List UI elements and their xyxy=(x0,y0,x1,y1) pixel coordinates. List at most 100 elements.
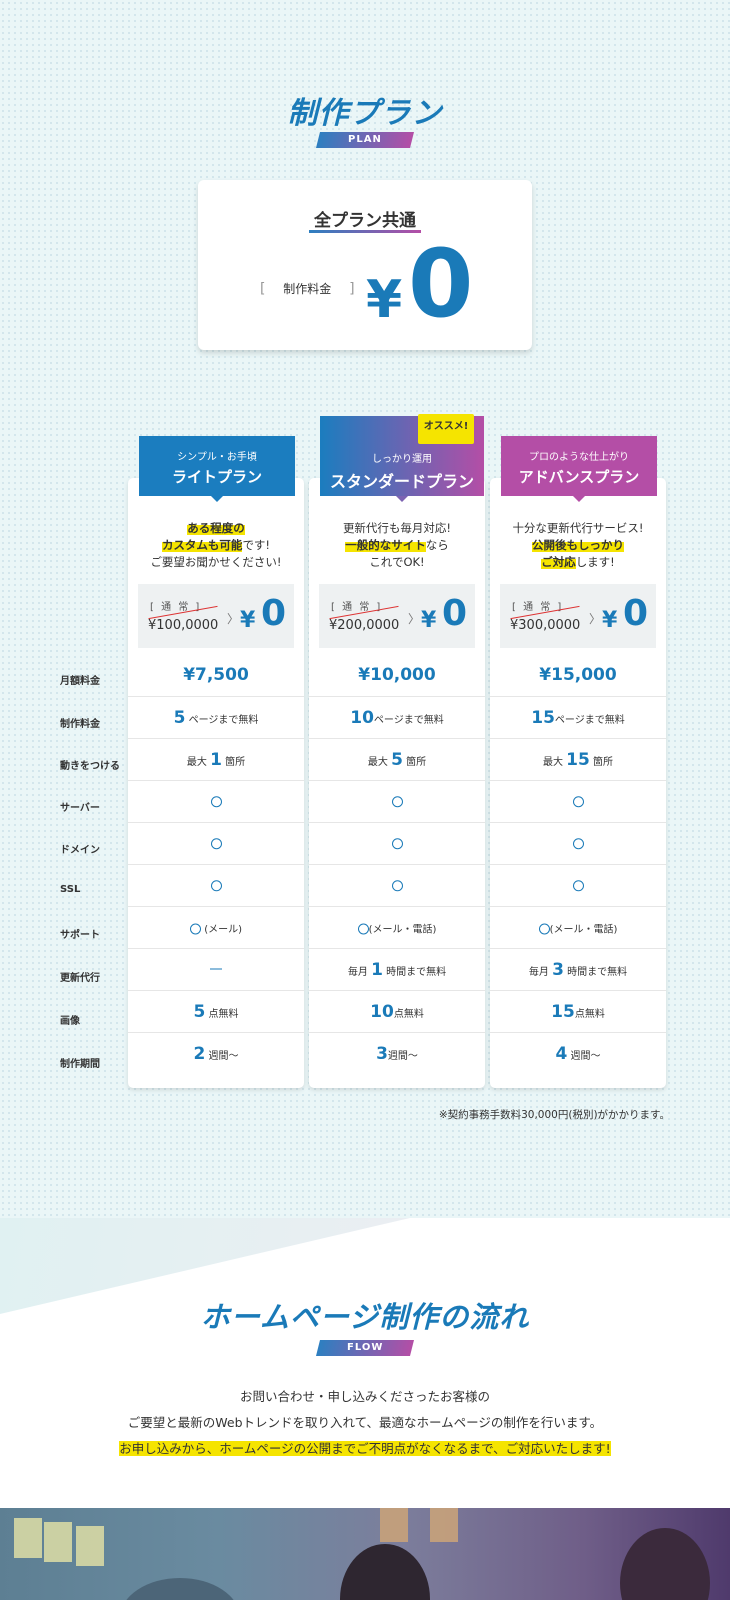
cell-domain xyxy=(490,822,666,864)
circle-icon xyxy=(391,879,403,891)
chevron-right-icon: 〉 xyxy=(408,612,421,626)
person-silhouette xyxy=(620,1528,710,1600)
cell-production: 10ページまで無料 xyxy=(309,696,485,738)
flow-line-2: ご要望と最新のWebトレンドを取り入れて、最適なホームページの制作を行います。 xyxy=(127,1415,603,1430)
circle-icon xyxy=(391,795,403,807)
plan-header-advance: プロのような仕上がり アドバンスプラン xyxy=(501,436,657,496)
cell-domain xyxy=(309,822,485,864)
cell-monthly: ¥10,000 xyxy=(358,665,436,685)
circle-icon xyxy=(357,923,369,935)
plan-section-tag: PLAN xyxy=(316,132,414,148)
row-label-monthly: 月額料金 xyxy=(60,676,100,687)
cell-images: 10点無料 xyxy=(309,990,485,1032)
cell-monthly: ¥15,000 xyxy=(539,665,617,685)
circle-icon xyxy=(572,837,584,849)
plan-header-arrow xyxy=(573,496,585,502)
cell-server xyxy=(490,780,666,822)
cell-production: 5 ページまで無料 xyxy=(128,696,304,738)
cell-ssl xyxy=(490,864,666,906)
row-label-domain: ドメイン xyxy=(60,845,100,856)
cell-update: 毎月 3 時間まで無料 xyxy=(490,948,666,990)
normal-price-box: [ 通 常 ] ¥100,0000 〉 ¥ 0 xyxy=(138,584,294,648)
row-label-period: 制作期間 xyxy=(60,1059,100,1070)
person-silhouette xyxy=(340,1544,430,1600)
plan-card-advance: 十分な更新代行サービス! 公開後もしっかり ご対応します! [ 通 常 ] ¥3… xyxy=(490,478,666,1088)
dash-icon xyxy=(210,968,222,970)
plan-section: 制作プラン PLAN 全プラン共通 [ 制作料金 ] ¥ 0 月額料金 制作料金… xyxy=(0,0,730,1218)
flow-line-1: お問い合わせ・申し込みくださったお客様の xyxy=(239,1389,490,1404)
cell-support: (メール) xyxy=(128,906,304,948)
circle-icon xyxy=(190,923,201,935)
cell-production: 15ページまで無料 xyxy=(490,696,666,738)
row-label-support: サポート xyxy=(60,930,100,941)
team-photo xyxy=(0,1508,730,1600)
cell-support: (メール・電話) xyxy=(490,906,666,948)
cell-monthly: ¥7,500 xyxy=(183,665,249,685)
chevron-right-icon: 〉 xyxy=(589,612,602,626)
sticky-note xyxy=(380,1508,408,1542)
sticky-note xyxy=(76,1526,104,1566)
common-card-label: [ 制作料金 ] xyxy=(260,281,355,297)
row-label-update: 更新代行 xyxy=(60,973,100,984)
circle-icon xyxy=(210,879,222,891)
cell-motion: 最大 1 箇所 xyxy=(128,738,304,780)
circle-icon xyxy=(572,879,584,891)
plan-header-arrow xyxy=(396,496,408,502)
normal-price-box: [ 通 常 ] ¥200,0000 〉 ¥ 0 xyxy=(319,584,475,648)
normal-price: ¥200,0000 xyxy=(329,618,400,633)
common-price-card: 全プラン共通 [ 制作料金 ] ¥ 0 xyxy=(198,180,532,350)
cell-server xyxy=(128,780,304,822)
cell-ssl xyxy=(128,864,304,906)
cell-images: 5 点無料 xyxy=(128,990,304,1032)
row-label-images: 画像 xyxy=(60,1016,80,1027)
normal-price: ¥300,0000 xyxy=(510,618,581,633)
flow-section-tag: FLOW xyxy=(316,1340,414,1356)
flow-section-title: ホームページ制作の流れ xyxy=(200,1300,530,1334)
circle-icon xyxy=(538,923,550,935)
plan-card-light: ある程度の カスタムも可能です! ご要望お聞かせください! [ 通 常 ] ¥1… xyxy=(128,478,304,1088)
plan-section-title: 制作プラン xyxy=(287,96,443,131)
sticky-note xyxy=(14,1518,42,1558)
plan-desc: 十分な更新代行サービス! 公開後もしっかり ご対応します! xyxy=(512,521,644,569)
common-card-title: 全プラン共通 xyxy=(314,211,416,231)
plan-header-arrow xyxy=(211,496,223,502)
common-card-price: 0 xyxy=(408,230,474,339)
cell-period: 4 週間〜 xyxy=(490,1032,666,1074)
fee-note: ※契約事務手数料30,000円(税別)がかかります。 xyxy=(438,1109,670,1121)
plan-desc: ある程度の カスタムも可能です! ご要望お聞かせください! xyxy=(150,521,282,569)
row-label-server: サーバー xyxy=(60,803,100,814)
free-price: 0 xyxy=(623,593,649,634)
cell-domain xyxy=(128,822,304,864)
normal-price: ¥100,0000 xyxy=(148,618,219,633)
circle-icon xyxy=(572,795,584,807)
flow-section: ホームページ制作の流れ FLOW お問い合わせ・申し込みくださったお客様の ご要… xyxy=(0,1218,730,1508)
row-label-production: 制作料金 xyxy=(60,719,100,730)
cell-ssl xyxy=(309,864,485,906)
cell-period: 3週間〜 xyxy=(309,1032,485,1074)
cell-support: (メール・電話) xyxy=(309,906,485,948)
flow-line-3: お申し込みから、ホームページの公開までご不明点がなくなるまで、ご対応いたします! xyxy=(119,1441,611,1456)
row-label-ssl: SSL xyxy=(60,884,81,895)
recommend-badge: オススメ! xyxy=(418,414,474,444)
plan-card-standard: 更新代行も毎月対応! 一般的なサイトなら これでOK! [ 通 常 ] ¥200… xyxy=(309,478,485,1088)
circle-icon xyxy=(210,837,222,849)
free-price: 0 xyxy=(442,593,468,634)
cell-server xyxy=(309,780,485,822)
common-card-underline xyxy=(309,230,421,233)
cell-images: 15点無料 xyxy=(490,990,666,1032)
circle-icon xyxy=(210,795,222,807)
plan-header-light: シンプル・お手頃 ライトプラン xyxy=(139,436,295,496)
normal-price-box: [ 通 常 ] ¥300,0000 〉 ¥ 0 xyxy=(500,584,656,648)
sticky-note xyxy=(430,1508,458,1542)
cell-motion: 最大 5 箇所 xyxy=(309,738,485,780)
common-card-yen: ¥ xyxy=(366,270,403,330)
cell-motion: 最大 15 箇所 xyxy=(490,738,666,780)
sticky-note xyxy=(44,1522,72,1562)
plan-desc: 更新代行も毎月対応! 一般的なサイトなら これでOK! xyxy=(342,521,452,569)
free-price: 0 xyxy=(261,593,287,634)
cell-update xyxy=(128,948,304,990)
cell-period: 2 週間〜 xyxy=(128,1032,304,1074)
cell-update: 毎月 1 時間まで無料 xyxy=(309,948,485,990)
chevron-right-icon: 〉 xyxy=(227,612,240,626)
person-silhouette xyxy=(120,1578,240,1600)
